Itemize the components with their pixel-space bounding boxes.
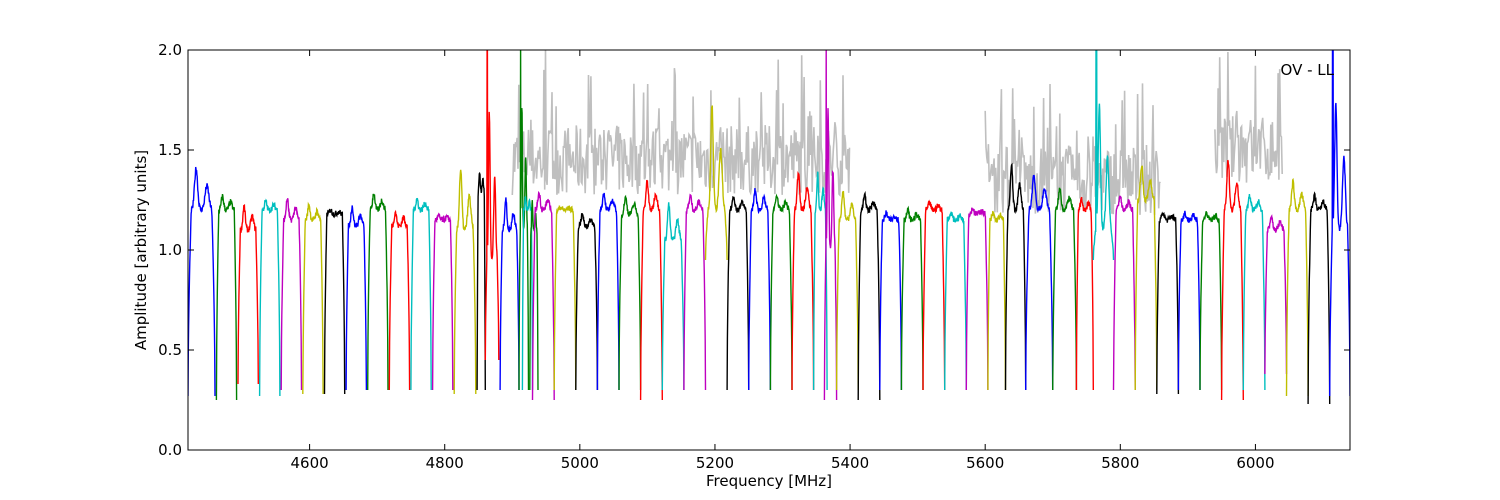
series-line <box>900 205 924 391</box>
series-line <box>521 196 534 391</box>
y-tick-label: 0.5 <box>158 341 182 359</box>
series-line <box>1264 214 1288 375</box>
series-line <box>1199 211 1223 391</box>
x-tick-label: 5200 <box>696 454 734 472</box>
x-tick-label: 5600 <box>966 454 1004 472</box>
series-line <box>823 50 838 401</box>
y-axis-label: Amplitude [arbitrary units] <box>132 150 150 350</box>
series-line <box>529 200 539 391</box>
series-line <box>476 171 486 391</box>
series-line <box>499 197 520 391</box>
series-line <box>835 190 859 391</box>
series-line <box>345 205 368 391</box>
series-line <box>596 192 620 391</box>
series-line <box>639 179 663 401</box>
series-line <box>812 171 828 391</box>
series-line <box>1220 159 1244 401</box>
series-line <box>302 201 324 395</box>
x-axis-label: Frequency [MHz] <box>706 472 832 490</box>
y-tick-label: 1.0 <box>158 241 182 259</box>
series-line <box>704 105 728 261</box>
series-line <box>748 188 772 391</box>
series-line <box>1156 211 1180 395</box>
series-line <box>323 208 346 395</box>
series-line <box>237 204 259 385</box>
x-tick-label: 5800 <box>1101 454 1139 472</box>
series-line <box>1004 162 1027 391</box>
series-line <box>1134 165 1158 391</box>
series-line <box>683 193 707 391</box>
series-line <box>857 190 881 401</box>
chart-annotation: OV - LL <box>1281 61 1335 79</box>
series-line <box>1025 174 1054 391</box>
series-line <box>1092 50 1115 261</box>
series-line <box>944 211 967 391</box>
series-line <box>965 207 989 391</box>
series-line <box>618 194 642 391</box>
series-line <box>484 50 500 361</box>
y-axis: 0.0 0.5 1.0 1.5 2.0 <box>158 41 1350 459</box>
series-line <box>769 193 793 391</box>
series-line <box>1285 177 1309 397</box>
x-axis: 4600 4800 5000 5200 5400 5600 5800 6000 <box>291 50 1275 472</box>
background-noise-line <box>984 83 1161 215</box>
series-line <box>575 213 599 391</box>
series-line <box>1075 196 1094 391</box>
background-series <box>511 50 1283 215</box>
series-line <box>1177 210 1201 391</box>
background-noise-line <box>511 50 851 197</box>
series-line <box>280 198 303 391</box>
series-line <box>879 210 903 391</box>
series-line <box>188 166 216 397</box>
x-tick-label: 4800 <box>426 454 464 472</box>
series-line <box>1307 191 1331 405</box>
x-tick-label: 5000 <box>561 454 599 472</box>
y-tick-label: 0.0 <box>158 441 182 459</box>
x-tick-label: 4600 <box>291 454 329 472</box>
series-line <box>410 197 432 391</box>
series-line <box>726 195 750 391</box>
series-line <box>1242 194 1266 391</box>
series-line <box>922 199 946 391</box>
series-line <box>1329 50 1350 397</box>
series-line <box>661 202 685 391</box>
series-line <box>553 205 577 391</box>
series-line <box>1112 195 1136 391</box>
series-line <box>453 169 477 395</box>
x-tick-label: 6000 <box>1236 454 1274 472</box>
series-line <box>215 193 238 401</box>
series-line <box>367 193 389 391</box>
series-line <box>431 212 454 391</box>
series-line <box>1052 187 1078 391</box>
series-line <box>388 209 411 391</box>
series-line <box>987 210 1007 391</box>
x-tick-label: 5400 <box>831 454 869 472</box>
series-group <box>188 50 1350 405</box>
y-tick-label: 2.0 <box>158 41 182 59</box>
series-line <box>258 198 281 397</box>
series-line <box>791 170 815 391</box>
y-tick-label: 1.5 <box>158 141 182 159</box>
series-line <box>531 190 555 401</box>
background-noise-line <box>1214 51 1283 183</box>
